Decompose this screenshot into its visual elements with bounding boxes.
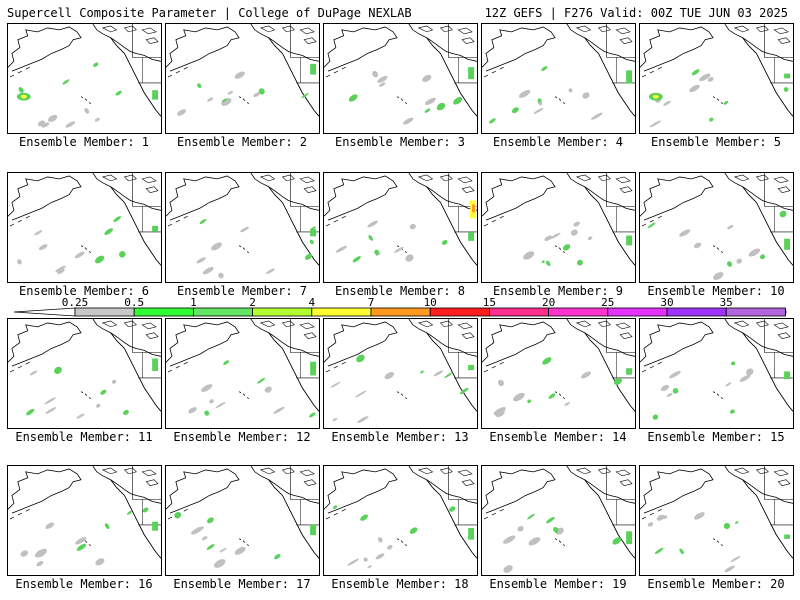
ensemble-map-panel — [323, 23, 478, 134]
ensemble-map-panel — [639, 23, 794, 134]
ensemble-member-label: Ensemble Member: 3 — [334, 135, 466, 149]
ensemble-map — [640, 24, 793, 128]
colorbar-level-label: 0.25 — [61, 296, 89, 309]
ensemble-member-label: Ensemble Member: 4 — [492, 135, 624, 149]
colorbar-segment — [666, 307, 727, 317]
colorbar-low-end — [13, 307, 76, 317]
colorbar-segment — [133, 307, 194, 317]
ensemble-member-label: Ensemble Member: 20 — [647, 577, 785, 591]
ensemble-map-panel — [481, 318, 636, 429]
ensemble-map — [166, 466, 319, 568]
ensemble-map — [640, 319, 793, 420]
ensemble-map — [8, 173, 161, 275]
colorbar-segment — [607, 307, 668, 317]
ensemble-map — [8, 24, 161, 128]
model-valid-time: 12Z GEFS | F276 Valid: 00Z TUE JUN 03 20… — [484, 6, 788, 20]
ensemble-map — [640, 173, 793, 280]
colorbar-segment — [725, 307, 786, 317]
ensemble-member-label: Ensemble Member: 14 — [489, 430, 627, 444]
ensemble-member-label: Ensemble Member: 17 — [173, 577, 311, 591]
ensemble-map-panel — [481, 172, 636, 283]
ensemble-member-label: Ensemble Member: 11 — [15, 430, 153, 444]
ensemble-map-panel — [639, 318, 794, 429]
ensemble-member-label: Ensemble Member: 10 — [647, 284, 785, 298]
ensemble-map-panel — [481, 23, 636, 134]
ensemble-member-label: Ensemble Member: 8 — [334, 284, 466, 298]
ensemble-map-panel — [165, 465, 320, 576]
ensemble-map-panel — [7, 318, 162, 429]
ensemble-map — [640, 466, 793, 573]
colorbar-level-label: 20 — [541, 296, 556, 309]
ensemble-map — [166, 24, 319, 117]
colorbar-level-label: 30 — [660, 296, 674, 309]
colorbar-level-label: 10 — [423, 296, 437, 309]
ensemble-member-label: Ensemble Member: 19 — [489, 577, 627, 591]
ensemble-map-panel — [165, 23, 320, 134]
ensemble-map-panel — [639, 172, 794, 283]
ensemble-map — [8, 319, 161, 419]
ensemble-map — [324, 24, 477, 125]
colorbar-level-label: 4 — [308, 296, 316, 309]
ensemble-map-panel — [7, 23, 162, 134]
colorbar-level-label: 1 — [190, 296, 197, 309]
ensemble-map — [8, 466, 161, 567]
colorbar-segment — [252, 307, 313, 317]
ensemble-map — [482, 466, 635, 573]
ensemble-map — [166, 173, 319, 279]
colorbar-segment — [192, 307, 253, 317]
ensemble-map-panel — [165, 318, 320, 429]
colorbar-segment — [311, 307, 372, 317]
colorbar-level-label: 25 — [601, 296, 615, 309]
ensemble-map-panel — [323, 172, 478, 283]
ensemble-member-label: Ensemble Member: 12 — [173, 430, 311, 444]
ensemble-member-label: Ensemble Member: 9 — [492, 284, 624, 298]
colorbar-level-label: 7 — [367, 296, 375, 309]
ensemble-map-panel — [639, 465, 794, 576]
ensemble-map — [324, 173, 477, 266]
ensemble-member-label: Ensemble Member: 7 — [176, 284, 308, 298]
ensemble-member-label: Ensemble Member: 13 — [331, 430, 469, 444]
colorbar-level-label: 2 — [249, 296, 256, 309]
ensemble-member-label: Ensemble Member: 1 — [18, 135, 150, 149]
ensemble-map — [324, 319, 477, 424]
map-title: Supercell Composite Parameter | College … — [7, 6, 412, 20]
ensemble-map — [482, 319, 635, 418]
ensemble-map — [166, 319, 319, 418]
ensemble-member-label: Ensemble Member: 15 — [647, 430, 785, 444]
colorbar-segment — [429, 307, 490, 317]
colorbar-level-label: 15 — [482, 296, 497, 309]
ensemble-map-panel — [323, 318, 478, 429]
ensemble-member-label: Ensemble Member: 2 — [176, 135, 308, 149]
ensemble-map — [324, 466, 477, 569]
ensemble-map-panel — [7, 465, 162, 576]
ensemble-map — [482, 173, 635, 266]
ensemble-map-panel — [7, 172, 162, 283]
colorbar-segment — [548, 307, 609, 317]
ensemble-map-panel — [165, 172, 320, 283]
ensemble-member-label: Ensemble Member: 16 — [15, 577, 153, 591]
ensemble-map — [482, 24, 635, 124]
colorbar-level-label: 0.5 — [124, 296, 145, 309]
ensemble-member-label: Ensemble Member: 5 — [650, 135, 782, 149]
colorbar-segment — [488, 307, 549, 317]
ensemble-member-label: Ensemble Member: 6 — [18, 284, 150, 298]
ensemble-member-label: Ensemble Member: 18 — [331, 577, 469, 591]
colorbar-high-end — [785, 307, 787, 317]
ensemble-map-panel — [481, 465, 636, 576]
colorbar-level-label: 35 — [719, 296, 733, 309]
colorbar-segment — [370, 307, 431, 317]
colorbar — [13, 307, 787, 317]
colorbar-segment — [74, 307, 135, 317]
ensemble-map-panel — [323, 465, 478, 576]
